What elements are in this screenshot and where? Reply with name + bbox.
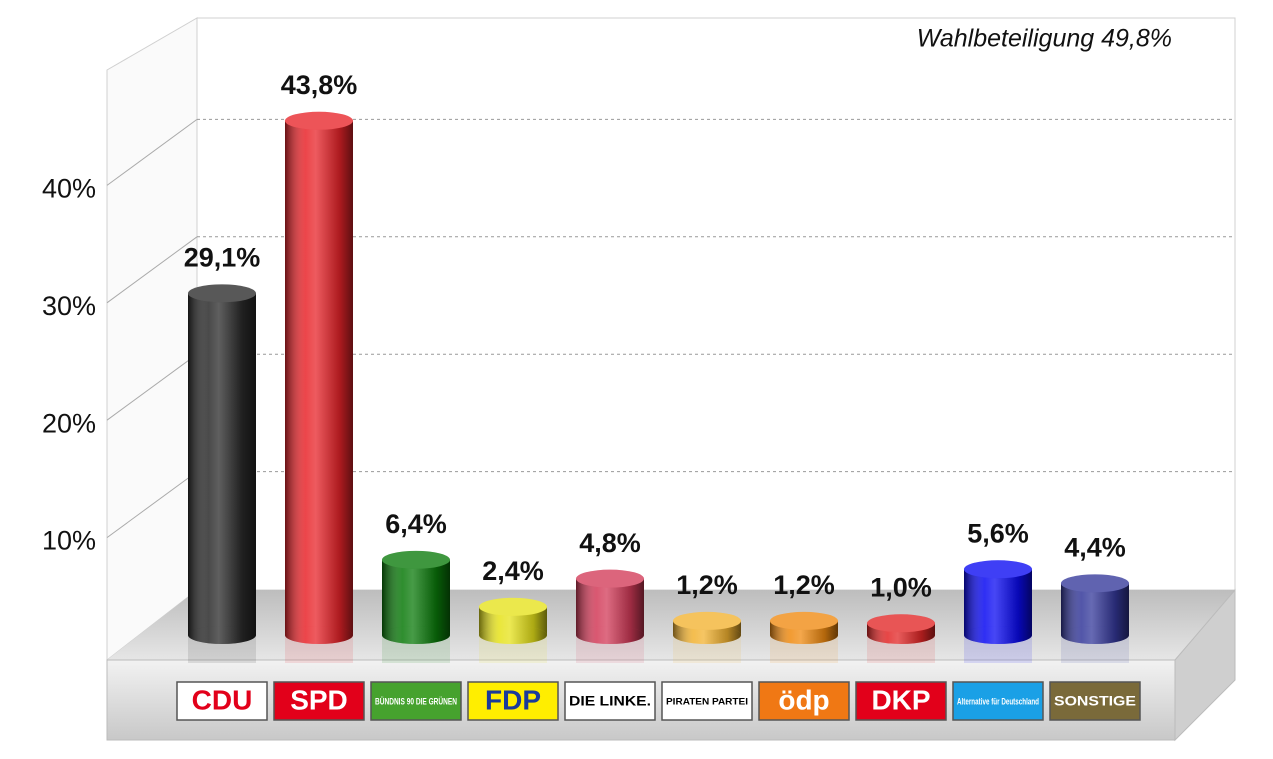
bar-top-shade: [867, 614, 935, 633]
bar-bottom-shade: [770, 626, 838, 644]
side-face: [1174, 588, 1236, 742]
party-logo: [564, 681, 656, 721]
y-tick-label: 40%: [42, 174, 96, 204]
side-wall: [106, 17, 198, 662]
bar-bottom-shade: [285, 626, 353, 644]
bar-top-shade: [964, 560, 1032, 579]
bar-top: [576, 569, 644, 588]
bar-top-shade: [770, 611, 838, 630]
party-logo: [758, 681, 850, 721]
value-label: 4,4%: [1064, 532, 1126, 562]
y-tick-label: 30%: [42, 291, 96, 321]
bar-top: [1061, 574, 1129, 593]
x-tick-label: DKP: [871, 684, 930, 715]
bar-top: [479, 597, 547, 616]
bar-top-shade: [479, 597, 547, 616]
bar-bottom-shade: [382, 626, 450, 644]
bar-top-shade: [285, 111, 353, 130]
party-logo: [661, 681, 753, 721]
party-logo: [370, 681, 462, 721]
annotation: Wahlbeteiligung 49,8%: [917, 25, 1172, 53]
x-tick-label: BÜNDNIS 90 DIE GRÜNEN: [375, 696, 457, 706]
x-tick-label: DIE LINKE.: [569, 693, 651, 709]
bar-shade: [382, 559, 450, 635]
bar-shade: [188, 293, 256, 635]
bar-top: [770, 611, 838, 630]
grid-line: [106, 236, 198, 304]
grid-line: [106, 353, 198, 421]
bar-top: [285, 111, 353, 130]
bar-top-shade: [382, 550, 450, 569]
value-label: 1,0%: [870, 572, 932, 602]
bar-shade: [576, 578, 644, 635]
party-logo: [1049, 681, 1141, 721]
value-label: 2,4%: [482, 556, 544, 586]
x-tick-label: Alternative für Deutschland: [957, 696, 1039, 706]
x-tick-label: CDU: [192, 684, 253, 715]
x-tick-label: SPD: [290, 684, 348, 715]
bar-shade: [964, 569, 1032, 635]
party-logo: [273, 681, 365, 721]
bar-top: [188, 284, 256, 303]
value-label: 1,2%: [773, 570, 835, 600]
y-tick-label: 10%: [42, 526, 96, 556]
y-tick-label: 20%: [42, 408, 96, 438]
bar-top-shade: [576, 569, 644, 588]
bar-bottom-shade: [964, 626, 1032, 644]
value-label: 4,8%: [579, 528, 641, 558]
value-label: 43,8%: [281, 70, 358, 100]
x-tick-label: PIRATEN PARTEI: [666, 696, 748, 706]
party-logo: [467, 681, 559, 721]
bar-top-shade: [1061, 574, 1129, 593]
x-tick-label: FDP: [485, 684, 541, 715]
bar-bottom-shade: [576, 626, 644, 644]
bar-bottom-shade: [673, 626, 741, 644]
bar-top: [867, 614, 935, 633]
x-tick-label: SONSTIGE: [1054, 693, 1136, 709]
party-logo: [176, 681, 268, 721]
x-tick-label: ödp: [778, 684, 829, 715]
bar-bottom-shade: [1061, 626, 1129, 644]
bar-bottom-shade: [188, 626, 256, 644]
bar-top-shade: [673, 611, 741, 630]
bar-bottom-shade: [479, 626, 547, 644]
bar-top: [673, 611, 741, 630]
grid-line: [106, 471, 198, 539]
party-logo: [855, 681, 947, 721]
bar-top: [382, 550, 450, 569]
bar-top-shade: [188, 284, 256, 303]
value-label: 6,4%: [385, 509, 447, 539]
party-logo: [952, 681, 1044, 721]
value-label: 5,6%: [967, 518, 1029, 548]
bar-shade: [285, 120, 353, 635]
bar-top: [964, 560, 1032, 579]
grid-line: [106, 118, 198, 186]
value-label: 1,2%: [676, 570, 738, 600]
value-label: 29,1%: [184, 242, 261, 272]
